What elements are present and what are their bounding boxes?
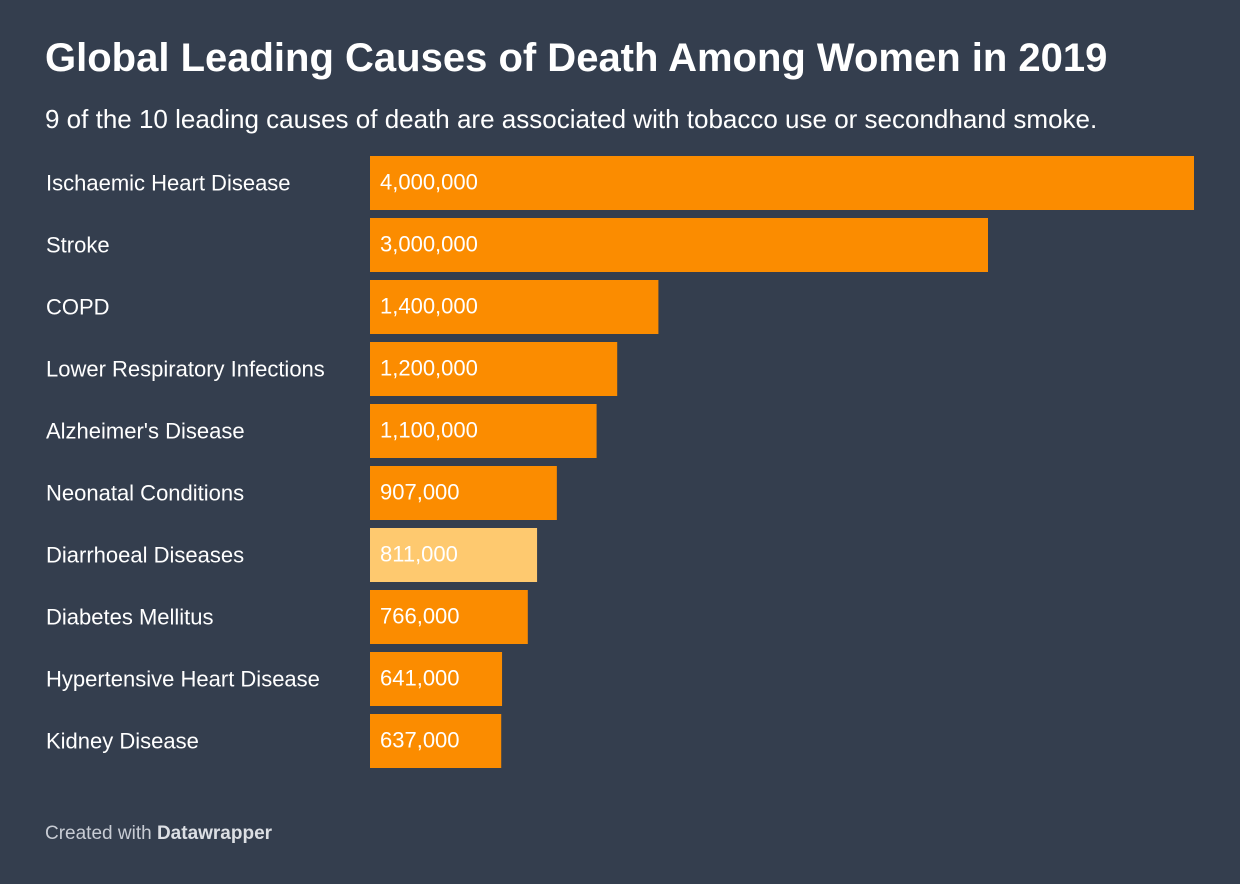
category-label: Hypertensive Heart Disease [46,667,320,692]
category-label: Alzheimer's Disease [46,419,245,444]
value-label: 637,000 [380,728,460,753]
value-label: 1,100,000 [380,418,478,443]
bar[interactable] [370,280,659,334]
value-label: 1,200,000 [380,356,478,381]
bar[interactable] [370,652,503,706]
chart-title: Global Leading Causes of Death Among Wom… [45,36,1108,80]
category-label: Neonatal Conditions [46,481,244,506]
value-label: 3,000,000 [380,232,478,257]
category-label: Kidney Disease [46,729,199,754]
category-label: COPD [46,295,110,320]
value-label: 766,000 [380,604,460,629]
footer-brand[interactable]: Datawrapper [156,823,273,844]
category-label: Lower Respiratory Infections [46,357,325,382]
footer-credit: Created with Datawrapper [45,820,272,848]
bar[interactable] [370,218,988,272]
value-label: 641,000 [380,666,460,691]
footer-prefix: Created with [45,823,152,844]
bar[interactable] [370,466,557,520]
bar[interactable] [370,528,538,582]
chart-subtitle: 9 of the 10 leading causes of death are … [45,104,1098,134]
category-label: Stroke [46,233,110,258]
bar[interactable] [370,342,618,396]
value-label: 907,000 [380,480,460,505]
bar[interactable] [370,156,1194,210]
value-label: 4,000,000 [380,170,478,195]
bar[interactable] [370,714,502,768]
value-label: 1,400,000 [380,294,478,319]
category-label: Diarrhoeal Diseases [46,543,244,568]
bar[interactable] [370,590,528,644]
category-label: Diabetes Mellitus [46,605,214,630]
category-label: Ischaemic Heart Disease [46,171,291,196]
value-label: 811,000 [380,542,458,567]
bar[interactable] [370,404,597,458]
